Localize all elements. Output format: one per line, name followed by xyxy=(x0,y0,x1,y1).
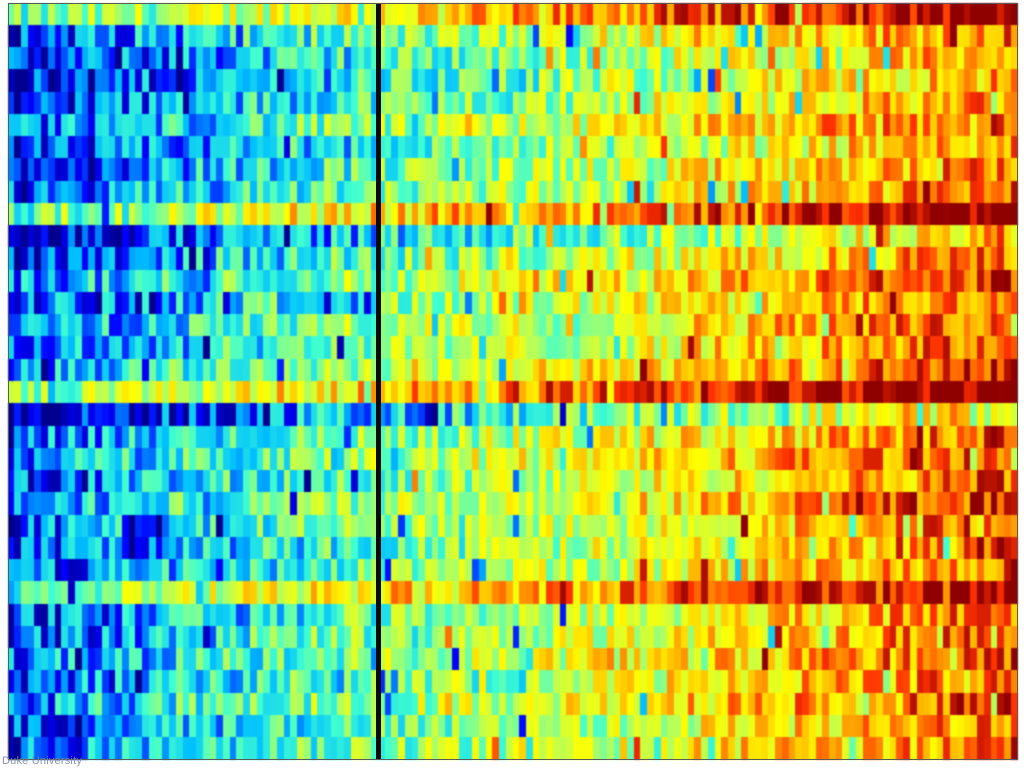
heatmap-canvas xyxy=(8,3,1018,760)
group-divider-line xyxy=(376,3,381,760)
watermark-text: Duke University xyxy=(2,755,83,767)
